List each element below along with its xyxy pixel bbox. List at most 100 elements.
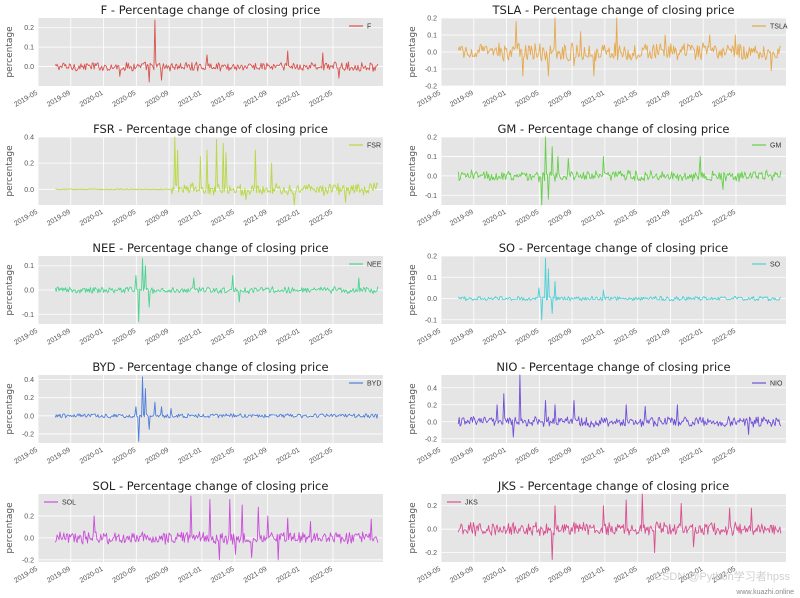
chart-title: NIO - Percentage change of closing price — [496, 360, 730, 374]
x-tick-label: 2020-01 — [79, 566, 105, 585]
y-tick-label: 0.4 — [427, 385, 437, 392]
x-tick-label: 2021-05 — [210, 209, 236, 228]
series-line — [54, 376, 379, 442]
y-axis-label: percentage — [5, 502, 15, 554]
x-tick-label: 2020-05 — [515, 447, 541, 466]
x-tick-label: 2020-09 — [144, 90, 170, 109]
x-tick-label: 2020-09 — [547, 566, 573, 585]
x-tick-label: 2021-09 — [646, 328, 672, 347]
y-tick-label: -0.1 — [22, 312, 34, 319]
x-tick-label: 2022-01 — [678, 209, 704, 228]
watermark: CSDN @Python学习者hpss — [654, 571, 790, 583]
y-tick-label: 0.0 — [427, 50, 437, 57]
x-tick-label: 2022-05 — [308, 447, 334, 466]
x-tick-label: 2021-09 — [243, 209, 269, 228]
x-tick-label: 2021-05 — [613, 566, 639, 585]
x-tick-label: 2022-05 — [711, 447, 737, 466]
x-tick-label: 2019-09 — [46, 328, 72, 347]
x-tick-label: 2022-01 — [678, 90, 704, 109]
chart-title: TSLA - Percentage change of closing pric… — [492, 3, 735, 17]
chart-title: BYD - Percentage change of closing price — [92, 360, 328, 374]
legend-label: GM — [770, 143, 781, 150]
series-line — [54, 19, 379, 83]
y-axis-label: percentage — [408, 264, 418, 316]
x-tick-label: 2019-09 — [449, 328, 475, 347]
x-tick-label: 2021-01 — [580, 328, 606, 347]
x-tick-label: 2021-09 — [243, 90, 269, 109]
y-axis-label: percentage — [5, 264, 15, 316]
y-axis-label: percentage — [408, 383, 418, 435]
legend-label: NEE — [367, 262, 382, 269]
y-tick-label: 0.1 — [24, 263, 34, 270]
x-tick-label: 2019-05 — [13, 447, 39, 466]
x-tick-label: 2019-05 — [13, 566, 39, 585]
y-tick-label: 0.2 — [427, 254, 437, 261]
y-tick-label: 0.0 — [427, 173, 437, 180]
x-tick-label: 2020-05 — [112, 328, 138, 347]
x-tick-label: 2022-01 — [678, 328, 704, 347]
x-tick-label: 2020-09 — [547, 328, 573, 347]
x-tick-label: 2021-09 — [243, 447, 269, 466]
chart-panel: 2019-05 2019-09 2020-01 2020-05 2020-09 2021-… — [5, 360, 383, 466]
x-tick-label: 2019-05 — [416, 447, 442, 466]
series-line — [457, 17, 782, 77]
x-tick-label: 2019-05 — [13, 328, 39, 347]
x-tick-label: 2021-05 — [613, 328, 639, 347]
y-tick-label: 0.1 — [427, 33, 437, 40]
x-tick-label: 2020-09 — [547, 209, 573, 228]
legend-label: SO — [770, 262, 781, 269]
x-tick-label: 2019-05 — [416, 566, 442, 585]
x-tick-label: 2021-05 — [210, 447, 236, 466]
plot-background — [38, 137, 383, 205]
series-line — [457, 493, 782, 561]
x-tick-label: 2020-05 — [112, 209, 138, 228]
y-axis-label: percentage — [5, 145, 15, 197]
x-tick-label: 2022-05 — [308, 209, 334, 228]
x-tick-label: 2019-09 — [449, 566, 475, 585]
y-tick-label: 0.4 — [24, 135, 34, 142]
chart-title: FSR - Percentage change of closing price — [93, 122, 328, 136]
chart-panel: 2019-05 2019-09 2020-01 2020-05 2020-09 2021-… — [5, 479, 383, 585]
x-tick-label: 2021-01 — [580, 566, 606, 585]
y-tick-label: -0.2 — [22, 431, 34, 438]
y-tick-label: 0.2 — [24, 395, 34, 402]
x-tick-label: 2021-09 — [646, 447, 672, 466]
chart-title: GM - Percentage change of closing price — [498, 122, 730, 136]
x-tick-label: 2020-09 — [144, 566, 170, 585]
x-tick-label: 2020-05 — [112, 90, 138, 109]
chart-panel: 2019-05 2019-09 2020-01 2020-05 2020-09 2021-… — [408, 3, 788, 109]
chart-title: NEE - Percentage change of closing price — [92, 241, 328, 255]
y-tick-label: 0.1 — [427, 275, 437, 282]
y-tick-label: -0.1 — [425, 317, 437, 324]
x-tick-label: 2019-09 — [449, 447, 475, 466]
x-tick-label: 2019-05 — [13, 209, 39, 228]
y-axis-label: percentage — [408, 26, 418, 78]
y-tick-label: 0.2 — [24, 25, 34, 32]
x-tick-label: 2020-09 — [547, 447, 573, 466]
y-tick-label: 0.1 — [427, 154, 437, 161]
x-tick-label: 2022-01 — [275, 90, 301, 109]
x-tick-label: 2021-09 — [646, 90, 672, 109]
plot-background — [38, 18, 383, 86]
series-line — [457, 136, 782, 206]
y-tick-label: 0.4 — [24, 377, 34, 384]
chart-title: JKS - Percentage change of closing price — [497, 479, 729, 493]
x-tick-label: 2020-05 — [515, 90, 541, 109]
x-tick-label: 2021-01 — [177, 209, 203, 228]
x-tick-label: 2022-01 — [275, 447, 301, 466]
x-tick-label: 2019-05 — [416, 209, 442, 228]
x-tick-label: 2022-01 — [275, 566, 301, 585]
x-tick-label: 2022-01 — [678, 447, 704, 466]
chart-panel: 2019-05 2019-09 2020-01 2020-05 2020-09 2021-… — [408, 241, 786, 347]
y-tick-label: 0.0 — [24, 413, 34, 420]
y-tick-label: 0.0 — [24, 535, 34, 542]
x-tick-label: 2021-05 — [210, 328, 236, 347]
x-tick-label: 2021-01 — [177, 447, 203, 466]
x-tick-label: 2019-05 — [416, 328, 442, 347]
x-tick-label: 2020-05 — [112, 447, 138, 466]
y-tick-label: 0.2 — [427, 16, 437, 23]
legend-label: BYD — [367, 381, 381, 388]
y-tick-label: -0.1 — [425, 193, 437, 200]
x-tick-label: 2020-09 — [144, 447, 170, 466]
